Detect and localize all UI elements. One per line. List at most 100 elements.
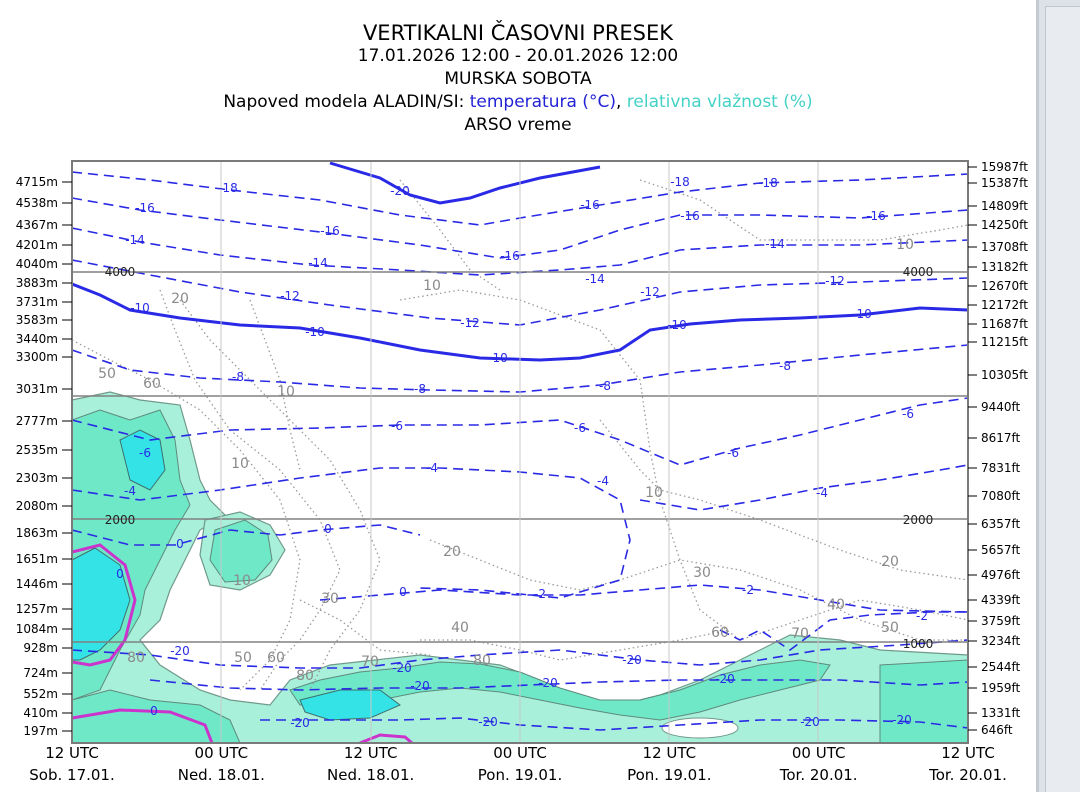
chart-header: VERTIKALNI ČASOVNI PRESEK 17.01.2026 12:… bbox=[0, 22, 1036, 137]
y-tick-right-label: 646ft bbox=[981, 723, 1013, 737]
humidity-label: 80 bbox=[127, 650, 145, 666]
isotherm-label: -2 bbox=[916, 609, 928, 623]
isotherm-label: -12 bbox=[280, 289, 300, 303]
isotherm-label: -18 bbox=[218, 181, 238, 195]
isotherm-label: -20 bbox=[800, 715, 820, 729]
height-reference-label: 1000 bbox=[903, 637, 934, 651]
isotherm-label: -10 bbox=[667, 318, 687, 332]
legend-temperature: temperatura (°C) bbox=[469, 92, 616, 112]
y-tick-right-label: 7831ft bbox=[981, 461, 1021, 475]
isotherm-label: -10 bbox=[305, 325, 325, 339]
humidity-label: 70 bbox=[791, 626, 809, 642]
humidity-label: 10 bbox=[233, 573, 251, 589]
humidity-label: 30 bbox=[693, 565, 711, 581]
y-tick-right-label: 5657ft bbox=[981, 543, 1021, 557]
isotherm-label: -2 bbox=[742, 583, 754, 597]
y-tick-right-label: 13182ft bbox=[981, 260, 1028, 274]
isotherm-label: -20 bbox=[390, 184, 410, 198]
humidity-label: 20 bbox=[443, 544, 461, 560]
y-tick-left-label: 1084m bbox=[16, 622, 58, 636]
humidity-label: 40 bbox=[827, 597, 845, 613]
height-reference-label: 2000 bbox=[105, 513, 136, 527]
y-tick-left-label: 724m bbox=[23, 666, 58, 680]
isotherm-label: -14 bbox=[765, 237, 785, 251]
y-tick-right-label: 11687ft bbox=[981, 317, 1028, 331]
y-tick-right-label: 7080ft bbox=[981, 489, 1021, 503]
isotherm-label: -18 bbox=[758, 176, 778, 190]
legend-separator: , bbox=[615, 92, 622, 112]
legend-prefix: Napoved modela ALADIN/SI: bbox=[223, 92, 465, 112]
y-axis-right-ticks: 15987ft 15387ft 14809ft 14250ft 13708ft 13182… bbox=[968, 160, 1028, 737]
isotherm-label: -10 bbox=[852, 307, 872, 321]
day-gridlines bbox=[220, 161, 819, 743]
isotherm-label: -20 bbox=[392, 661, 412, 675]
humidity-fill-90 bbox=[72, 429, 401, 721]
temperature-isotherms-bold bbox=[72, 161, 968, 362]
isotherm-label: -6 bbox=[902, 407, 914, 421]
humidity-label: 10 bbox=[645, 485, 663, 501]
y-tick-left-label: 1651m bbox=[16, 552, 58, 566]
humidity-label: 20 bbox=[881, 554, 899, 570]
isotherm-label: 0 bbox=[116, 567, 124, 581]
y-tick-right-label: 2544ft bbox=[981, 660, 1021, 674]
y-tick-right-label: 10305ft bbox=[981, 368, 1028, 382]
x-tick-day-label: Tor. 20.01. bbox=[928, 766, 1007, 784]
y-tick-right-label: 11215ft bbox=[981, 335, 1028, 349]
plot-frame bbox=[71, 160, 969, 744]
y-tick-left-label: 2080m bbox=[16, 499, 58, 513]
humidity-label: 80 bbox=[473, 653, 491, 669]
y-tick-right-label: 15387ft bbox=[981, 176, 1028, 190]
y-tick-left-label: 2303m bbox=[16, 471, 58, 485]
isotherm-label: -12 bbox=[825, 274, 845, 288]
y-tick-left-label: 3300m bbox=[16, 350, 58, 364]
dry-pocket bbox=[661, 717, 739, 739]
isotherm-label: -8 bbox=[414, 382, 426, 396]
isotherm-label: -2 bbox=[534, 587, 546, 601]
y-tick-right-label: 1331ft bbox=[981, 706, 1021, 720]
humidity-label: 70 bbox=[361, 654, 379, 670]
isotherm-label: -16 bbox=[580, 198, 600, 212]
y-tick-left-label: 197m bbox=[23, 724, 58, 738]
x-tick-day-label: Tor. 20.01. bbox=[779, 766, 858, 784]
humidity-label: 20 bbox=[171, 291, 189, 307]
isotherm-label: -8 bbox=[779, 359, 791, 373]
isotherm-label: -20 bbox=[478, 715, 498, 729]
x-axis-ticks: 12 UTC Sob. 17.01. 00 UTC Ned. 18.01. 12 UTC… bbox=[29, 744, 1007, 784]
isotherm-label: -10 bbox=[130, 301, 150, 315]
isotherm-label: -20 bbox=[410, 679, 430, 693]
isotherm-label: -4 bbox=[426, 461, 438, 475]
humidity-label: 10 bbox=[423, 278, 441, 294]
y-tick-right-label: 12172ft bbox=[981, 298, 1028, 312]
isotherm-label: -20 bbox=[170, 644, 190, 658]
contour-labels: -18 -18 -18 -16 -16 -16 -16 -16 -16 -14 -14 -14 -14 -… bbox=[98, 175, 933, 730]
x-tick-day-label: Ned. 18.01. bbox=[178, 766, 265, 784]
height-reference-label: 4000 bbox=[105, 265, 136, 279]
y-tick-right-label: 14809ft bbox=[981, 199, 1028, 213]
isotherm-label: -20 bbox=[538, 676, 558, 690]
y-tick-left-label: 1257m bbox=[16, 602, 58, 616]
y-tick-left-label: 1863m bbox=[16, 526, 58, 540]
y-tick-left-label: 3883m bbox=[16, 276, 58, 290]
isotherm-label: -6 bbox=[727, 446, 739, 460]
humidity-contours bbox=[72, 179, 968, 691]
humidity-label: 60 bbox=[711, 625, 729, 641]
humidity-label: 10 bbox=[231, 456, 249, 472]
x-tick-time-label: 12 UTC bbox=[344, 744, 398, 762]
zero-isotherm-mid bbox=[359, 733, 413, 743]
isotherm-label: -14 bbox=[585, 272, 605, 286]
x-tick-day-label: Pon. 19.01. bbox=[478, 766, 562, 784]
isotherm-label: -10 bbox=[488, 351, 508, 365]
height-reference-label: 2000 bbox=[903, 513, 934, 527]
x-tick-time-label: 00 UTC bbox=[792, 744, 846, 762]
y-tick-left-label: 4715m bbox=[16, 175, 58, 189]
y-tick-left-label: 3731m bbox=[16, 295, 58, 309]
y-axis-left-ticks: 4715m 4538m 4367m 4201m 4040m 3883m 3731m 3583m… bbox=[16, 175, 72, 738]
x-tick-time-label: 12 UTC bbox=[941, 744, 995, 762]
isotherm-label: -20 bbox=[715, 672, 735, 686]
isotherm-label: -20 bbox=[622, 653, 642, 667]
y-tick-right-label: 6357ft bbox=[981, 517, 1021, 531]
legend-humidity: relativna vlažnost (%) bbox=[626, 92, 813, 112]
x-tick-day-label: Sob. 17.01. bbox=[29, 766, 114, 784]
y-tick-right-label: 8617ft bbox=[981, 431, 1021, 445]
y-tick-left-label: 3583m bbox=[16, 313, 58, 327]
